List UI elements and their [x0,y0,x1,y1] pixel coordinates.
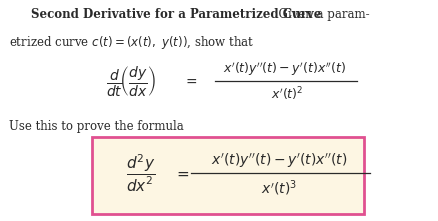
Text: $=$: $=$ [174,166,190,181]
Text: $x'(t)y''(t) - y'(t)x''(t)$: $x'(t)y''(t) - y'(t)x''(t)$ [223,61,346,78]
Text: $\dfrac{d^2y}{dx^2}$: $\dfrac{d^2y}{dx^2}$ [126,153,155,194]
Text: etrized curve $c(t) = (x(t),\ y(t))$, show that: etrized curve $c(t) = (x(t),\ y(t))$, sh… [9,34,254,51]
Text: $x'(t)y''(t) - y'(t)x''(t)$: $x'(t)y''(t) - y'(t)x''(t)$ [211,152,348,170]
Text: Use this to prove the formula: Use this to prove the formula [9,120,184,133]
Text: $x'(t)^2$: $x'(t)^2$ [271,85,303,103]
Text: $=$: $=$ [183,74,198,88]
FancyBboxPatch shape [92,137,364,214]
Text: $\dfrac{d}{dt}\!\left(\dfrac{dy}{dx}\right)$: $\dfrac{d}{dt}\!\left(\dfrac{dy}{dx}\rig… [106,64,156,98]
Text: Second Derivative for a Parametrized Curve: Second Derivative for a Parametrized Cur… [31,8,321,21]
Text: Given a param-: Given a param- [271,8,369,21]
Text: $x'(t)^3$: $x'(t)^3$ [261,179,297,198]
